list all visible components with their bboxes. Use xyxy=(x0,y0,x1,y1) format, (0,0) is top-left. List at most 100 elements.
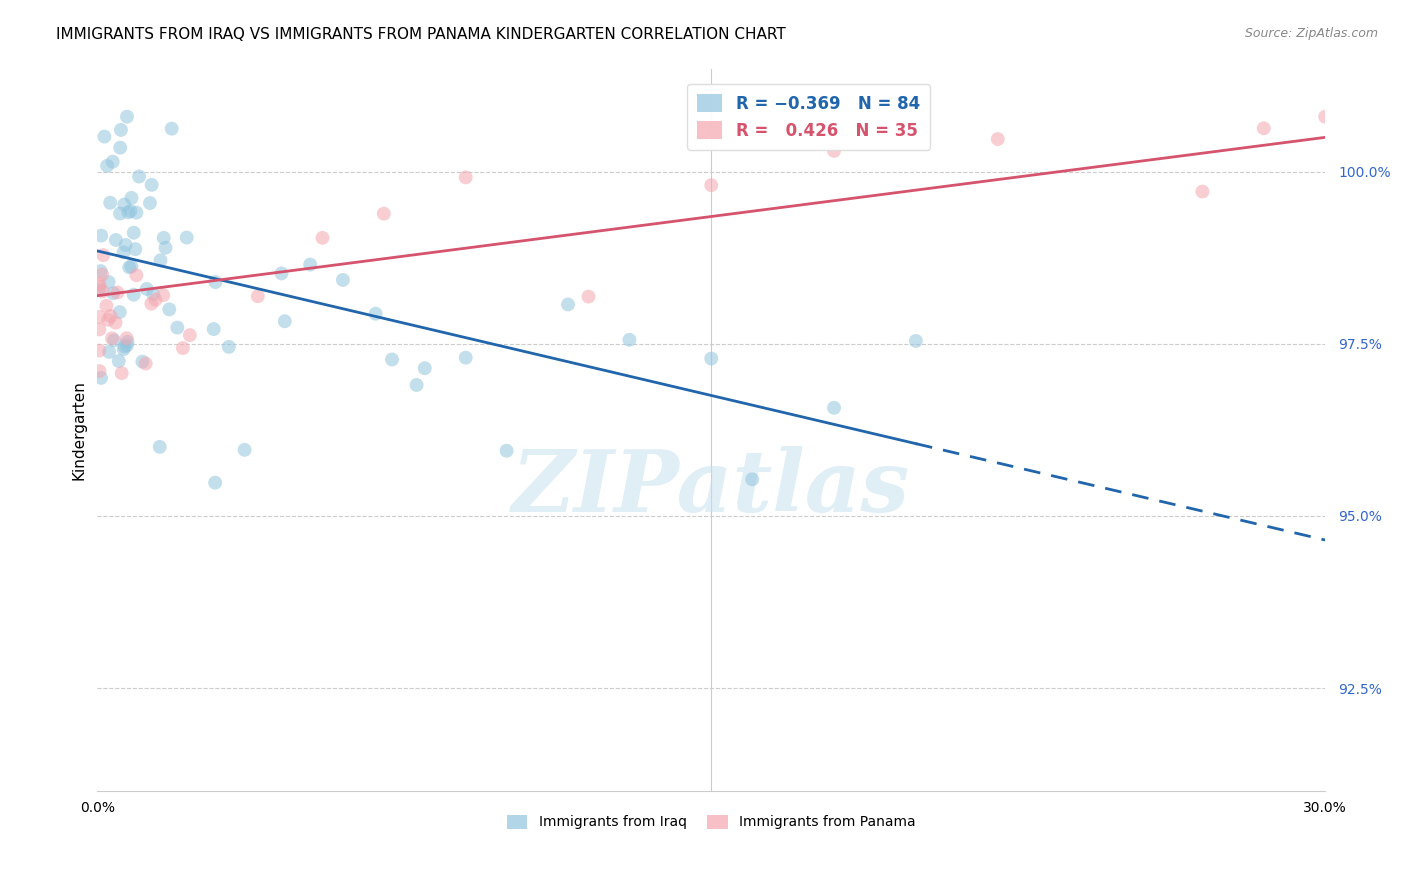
Point xyxy=(100,309,122,323)
Point xyxy=(93,129,115,144)
Point xyxy=(142,287,165,301)
Point xyxy=(110,123,132,137)
Point xyxy=(89,322,111,336)
Point xyxy=(141,178,163,192)
Text: Source: ZipAtlas.com: Source: ZipAtlas.com xyxy=(1244,27,1378,40)
Point xyxy=(104,316,127,330)
Point xyxy=(89,343,111,358)
Point xyxy=(741,472,763,486)
Point xyxy=(122,226,145,240)
Point xyxy=(152,288,174,302)
Point xyxy=(89,277,111,291)
Point xyxy=(987,132,1010,146)
Point xyxy=(108,206,131,220)
Point xyxy=(112,197,135,211)
Point xyxy=(149,253,172,268)
Point xyxy=(122,287,145,301)
Point xyxy=(155,241,177,255)
Point xyxy=(121,191,143,205)
Point xyxy=(823,401,845,415)
Point xyxy=(373,206,395,220)
Point xyxy=(103,334,125,348)
Point xyxy=(233,442,256,457)
Text: IMMIGRANTS FROM IRAQ VS IMMIGRANTS FROM PANAMA KINDERGARTEN CORRELATION CHART: IMMIGRANTS FROM IRAQ VS IMMIGRANTS FROM … xyxy=(56,27,786,42)
Point xyxy=(124,242,146,256)
Point xyxy=(103,286,125,301)
Point xyxy=(89,283,111,297)
Point xyxy=(904,334,927,348)
Point xyxy=(101,154,124,169)
Point xyxy=(578,290,600,304)
Point xyxy=(311,231,333,245)
Point xyxy=(115,338,138,352)
Point xyxy=(91,285,114,299)
Point xyxy=(454,170,477,185)
Point xyxy=(145,293,167,307)
Point xyxy=(97,312,120,326)
Point xyxy=(160,121,183,136)
Point xyxy=(125,205,148,219)
Point xyxy=(274,314,297,328)
Point xyxy=(495,443,517,458)
Point xyxy=(364,307,387,321)
Point xyxy=(117,334,139,349)
Point xyxy=(700,351,723,366)
Point xyxy=(128,169,150,184)
Point xyxy=(120,204,142,219)
Point xyxy=(204,275,226,289)
Point xyxy=(619,333,641,347)
Point xyxy=(157,302,180,317)
Point xyxy=(166,320,188,334)
Point xyxy=(405,378,427,392)
Point xyxy=(101,331,124,345)
Point xyxy=(89,279,111,293)
Point xyxy=(125,268,148,283)
Point xyxy=(299,258,322,272)
Point xyxy=(413,361,436,376)
Point xyxy=(823,144,845,158)
Point xyxy=(135,357,157,371)
Point xyxy=(218,340,240,354)
Point xyxy=(98,344,121,359)
Point xyxy=(111,366,134,380)
Point xyxy=(91,268,114,282)
Y-axis label: Kindergarten: Kindergarten xyxy=(72,380,86,480)
Point xyxy=(454,351,477,365)
Point xyxy=(115,331,138,345)
Point xyxy=(172,341,194,355)
Point xyxy=(131,354,153,368)
Point xyxy=(91,248,114,262)
Point xyxy=(176,230,198,244)
Point xyxy=(1191,185,1213,199)
Point xyxy=(152,231,174,245)
Point xyxy=(118,260,141,275)
Point xyxy=(141,296,163,310)
Point xyxy=(202,322,225,336)
Point xyxy=(117,205,139,219)
Point xyxy=(115,110,138,124)
Point xyxy=(89,310,111,324)
Point xyxy=(246,289,269,303)
Point xyxy=(270,267,292,281)
Point xyxy=(96,159,118,173)
Point xyxy=(90,371,112,385)
Point xyxy=(90,228,112,243)
Point xyxy=(89,364,111,378)
Point xyxy=(1315,110,1337,124)
Point xyxy=(332,273,354,287)
Point xyxy=(700,178,723,193)
Point xyxy=(120,260,142,274)
Point xyxy=(110,141,132,155)
Point xyxy=(204,475,226,490)
Point xyxy=(98,195,121,210)
Point xyxy=(179,328,201,343)
Text: ZIPatlas: ZIPatlas xyxy=(512,446,910,530)
Point xyxy=(149,440,172,454)
Point xyxy=(1253,121,1275,136)
Point xyxy=(114,238,136,252)
Point xyxy=(104,233,127,247)
Point xyxy=(135,282,157,296)
Point xyxy=(112,343,135,357)
Point xyxy=(139,196,162,211)
Legend: Immigrants from Iraq, Immigrants from Panama: Immigrants from Iraq, Immigrants from Pa… xyxy=(501,809,921,835)
